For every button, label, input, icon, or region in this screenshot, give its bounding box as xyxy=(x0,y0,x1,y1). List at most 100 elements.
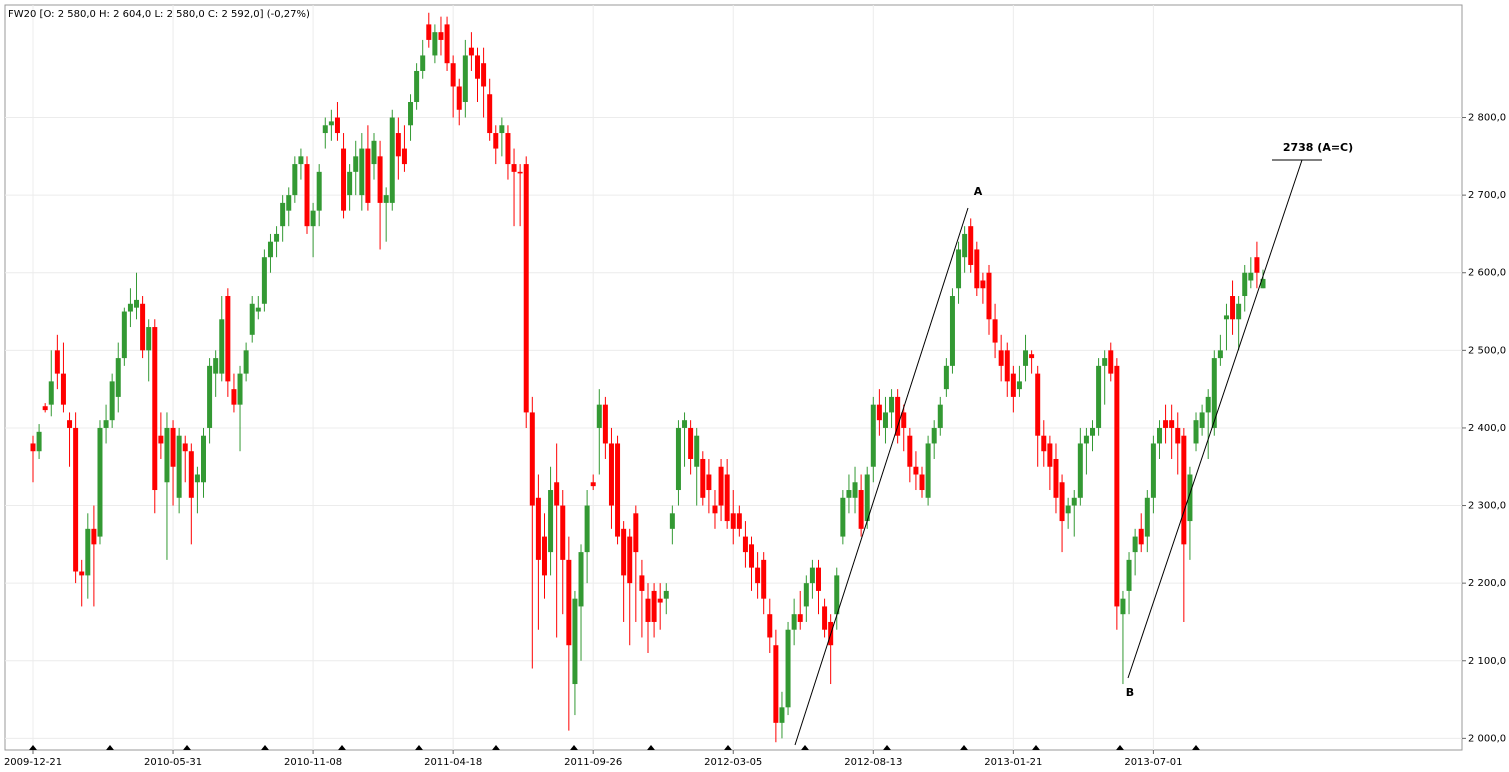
candle-body xyxy=(243,350,249,374)
candle-body xyxy=(852,482,858,498)
candle-body xyxy=(651,590,657,622)
candle-body xyxy=(633,513,639,553)
candle-body xyxy=(164,427,170,483)
candle-body xyxy=(907,435,913,467)
candle-body xyxy=(97,427,103,537)
y-tick-label: 2 700,0 xyxy=(1468,190,1506,201)
candle-body xyxy=(1138,528,1144,545)
candle-body xyxy=(535,497,541,560)
candle-body xyxy=(1217,350,1223,359)
candle-body xyxy=(1065,505,1071,514)
candle-body xyxy=(755,567,761,584)
candle-body xyxy=(365,148,371,203)
candle-body xyxy=(602,404,608,444)
candle-body xyxy=(937,404,943,428)
candle-body xyxy=(274,233,280,242)
candle-body xyxy=(870,404,876,467)
candle-body xyxy=(858,490,864,529)
chart-title: FW20 [O: 2 580,0 H: 2 604,0 L: 2 580,0 C… xyxy=(8,9,310,20)
candle-body xyxy=(249,303,255,335)
candle-body xyxy=(736,513,742,529)
candle-body xyxy=(481,63,487,87)
candle-body xyxy=(462,55,468,103)
candle-body xyxy=(456,86,462,110)
x-tick-label: 2011-04-18 xyxy=(424,757,482,768)
candle-body xyxy=(316,171,322,211)
x-tick-label: 2010-05-31 xyxy=(144,757,202,768)
candle-body xyxy=(882,412,888,428)
candle-body xyxy=(809,567,815,584)
candle-body xyxy=(347,171,353,196)
candle-body xyxy=(48,381,54,405)
candle-body xyxy=(998,350,1004,366)
candle-body xyxy=(627,536,633,584)
candle-body xyxy=(322,125,328,134)
candle-body xyxy=(1047,443,1053,467)
x-tick-label: 2012-08-13 xyxy=(844,757,902,768)
candle-body xyxy=(785,629,791,708)
candle-body xyxy=(1010,373,1016,397)
candle-body xyxy=(1071,497,1077,506)
candle-body xyxy=(1059,482,1065,522)
candle-body xyxy=(1169,420,1175,428)
candle-body xyxy=(109,381,115,421)
candle-body xyxy=(974,249,980,289)
candle-body xyxy=(401,148,407,165)
candle-body xyxy=(1193,420,1199,444)
candle-body xyxy=(1126,559,1132,591)
candle-body xyxy=(298,156,304,165)
candle-body xyxy=(1181,435,1187,545)
candle-body xyxy=(127,303,133,312)
candle-body xyxy=(286,195,292,211)
candle-body xyxy=(30,443,36,452)
candle-body xyxy=(645,598,651,622)
candle-body xyxy=(846,490,852,498)
candle-body xyxy=(158,435,164,444)
y-tick-label: 2 800,0 xyxy=(1468,113,1506,124)
candle-body xyxy=(341,148,347,211)
y-tick-label: 2 500,0 xyxy=(1468,345,1506,356)
candle-body xyxy=(426,24,432,40)
candle-body xyxy=(207,365,213,428)
y-tick-label: 2 200,0 xyxy=(1468,578,1506,589)
candle-body xyxy=(182,443,188,452)
candle-body xyxy=(925,443,931,498)
event-marker xyxy=(183,745,191,750)
candle-body xyxy=(773,645,779,723)
x-tick-label: 2012-03-05 xyxy=(704,757,762,768)
candle-body xyxy=(1260,278,1266,289)
event-marker xyxy=(1032,745,1040,750)
event-marker xyxy=(647,745,655,750)
event-marker xyxy=(883,745,891,750)
candle-body xyxy=(913,466,919,475)
candle-body xyxy=(749,544,755,568)
event-marker xyxy=(492,745,500,750)
candle-body xyxy=(584,505,590,553)
candle-body xyxy=(377,156,383,203)
candle-body xyxy=(566,559,572,646)
candle-body xyxy=(657,598,663,603)
candle-body xyxy=(797,614,803,622)
candle-body xyxy=(1096,365,1102,428)
candle-body xyxy=(1083,435,1089,444)
candle-body xyxy=(292,164,298,196)
event-marker xyxy=(570,745,578,750)
candle-body xyxy=(91,528,97,545)
candle-body xyxy=(1041,435,1047,452)
event-marker xyxy=(1116,745,1124,750)
candle-body xyxy=(79,571,85,576)
candle-body xyxy=(730,513,736,529)
candle-body xyxy=(1023,350,1029,366)
x-tick-label: 2010-11-08 xyxy=(284,757,342,768)
candle-body xyxy=(103,420,109,428)
candle-body xyxy=(541,536,547,576)
y-tick-label: 2 100,0 xyxy=(1468,656,1506,667)
candle-body xyxy=(115,358,121,397)
candle-body xyxy=(663,590,669,599)
candle-body xyxy=(1077,443,1083,498)
candle-body xyxy=(438,32,444,40)
candle-body xyxy=(152,327,158,491)
wave-line xyxy=(1127,159,1303,679)
candle-body xyxy=(60,373,66,405)
annotation: A xyxy=(974,185,983,198)
